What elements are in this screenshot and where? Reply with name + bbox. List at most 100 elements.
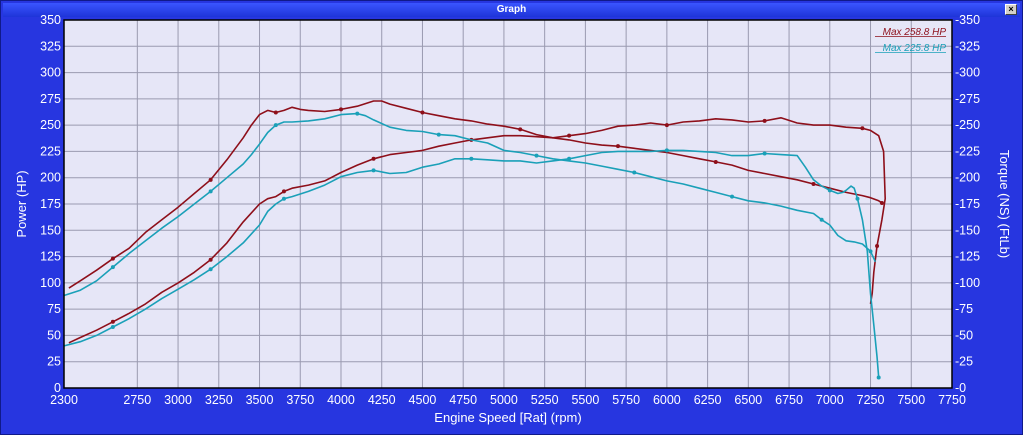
series-marker — [281, 189, 286, 194]
x-tick-labels: 2300 2750 3000 3250 3500 3750 4000 4250 4500 4750… — [50, 393, 966, 407]
series-marker — [110, 256, 115, 261]
series-marker — [110, 319, 115, 324]
y-tick-label-right: -75 — [955, 302, 973, 316]
y-tick-label: 200 — [40, 171, 61, 185]
series-marker — [762, 118, 767, 123]
series-marker — [879, 200, 884, 205]
series-marker — [208, 189, 213, 194]
y-tick-labels-right: -0 -25 -50 -75 -100 -125 -150 -175 -200 -225 -250 -… — [955, 13, 980, 395]
y-tick-label: 75 — [47, 302, 61, 316]
series-line-0 — [68, 100, 883, 289]
series-marker — [868, 249, 873, 254]
series-marker — [281, 196, 286, 201]
series-marker — [664, 123, 669, 128]
y-tick-label-right: -300 — [955, 66, 980, 80]
series-marker — [208, 177, 213, 182]
y-tick-label: 350 — [40, 13, 61, 27]
window-titlebar[interactable]: Graph × — [3, 3, 1020, 17]
series-marker — [875, 244, 880, 249]
y-tick-label-right: -175 — [955, 197, 980, 211]
x-tick-label: 7250 — [857, 393, 885, 407]
series-line-1 — [68, 117, 887, 344]
plot-border — [63, 19, 953, 389]
series-line-2 — [63, 112, 877, 297]
series-marker — [518, 127, 523, 132]
series-marker — [664, 148, 669, 153]
series-marker — [860, 126, 865, 131]
y-tick-label-right: -250 — [955, 118, 980, 132]
x-tick-label: 5500 — [571, 393, 599, 407]
x-tick-label: 4750 — [449, 393, 477, 407]
x-tick-label: 2750 — [123, 393, 151, 407]
x-tick-label: 4000 — [327, 393, 355, 407]
legend-entry-cyan: Max 225.8 HP — [883, 43, 947, 54]
y-tick-label-right: -125 — [955, 250, 980, 264]
series-marker — [534, 153, 539, 158]
series-marker — [371, 156, 376, 161]
series-marker — [855, 196, 860, 201]
y-tick-label-right: -150 — [955, 223, 980, 237]
series-marker — [567, 156, 572, 161]
series-marker — [273, 123, 278, 128]
series-marker — [819, 217, 824, 222]
y-tick-label-right: -100 — [955, 276, 980, 290]
series-marker — [730, 194, 735, 199]
x-tick-label: 7750 — [938, 393, 966, 407]
series-marker — [876, 375, 881, 380]
x-tick-label: 7500 — [897, 393, 925, 407]
x-tick-label: 6500 — [734, 393, 762, 407]
y-axis-title-right: Torque (NS) (FtLb) — [997, 150, 1012, 258]
x-tick-label: 3250 — [205, 393, 233, 407]
series-marker — [632, 170, 637, 175]
y-tick-label-right: -325 — [955, 39, 980, 53]
y-tick-label: 250 — [40, 118, 61, 132]
gridlines — [63, 19, 953, 389]
x-tick-label: 6250 — [694, 393, 722, 407]
y-tick-label-right: -25 — [955, 355, 973, 369]
y-tick-label-right: -50 — [955, 328, 973, 342]
series-marker — [615, 144, 620, 149]
x-tick-label: 5000 — [490, 393, 518, 407]
series-marker — [827, 188, 832, 193]
x-tick-label: 5250 — [531, 393, 559, 407]
series-line-3 — [63, 149, 880, 378]
x-tick-label: 5750 — [612, 393, 640, 407]
window-title: Graph — [496, 4, 527, 15]
y-tick-label: 325 — [40, 39, 61, 53]
y-tick-label: 25 — [47, 355, 61, 369]
close-button[interactable]: × — [1005, 4, 1017, 15]
x-tick-label: 3500 — [246, 393, 274, 407]
series-marker — [208, 267, 213, 272]
y-tick-label: 225 — [40, 144, 61, 158]
y-tick-label: 0 — [54, 381, 61, 395]
y-tick-label: 275 — [40, 92, 61, 106]
series-marker — [436, 132, 441, 137]
series-marker — [355, 111, 360, 116]
x-tick-label: 2300 — [50, 393, 78, 407]
series-marker — [811, 182, 816, 187]
x-tick-label: 3750 — [286, 393, 314, 407]
legend-entry-red: Max 258.8 HP — [883, 27, 947, 38]
series-marker — [762, 151, 767, 156]
series-marker — [713, 159, 718, 164]
series-marker — [469, 156, 474, 161]
y-tick-label: 125 — [40, 250, 61, 264]
series-marker — [208, 257, 213, 262]
series-marker — [273, 110, 278, 115]
y-tick-label: 150 — [40, 223, 61, 237]
series-marker — [110, 325, 115, 330]
x-tick-label: 4250 — [368, 393, 396, 407]
y-tick-label-right: -225 — [955, 144, 980, 158]
y-tick-label-right: -0 — [955, 381, 966, 395]
series-marker — [371, 168, 376, 173]
y-tick-label: 300 — [40, 66, 61, 80]
x-tick-label: 6000 — [653, 393, 681, 407]
x-tick-label: 7000 — [816, 393, 844, 407]
x-tick-label: 6750 — [775, 393, 803, 407]
y-tick-label: 50 — [47, 328, 61, 342]
series-layer — [63, 100, 887, 380]
x-tick-label: 3000 — [164, 393, 192, 407]
y-tick-labels: 0 25 50 75 100 125 150 175 200 225 250 275 300 325 350 — [40, 13, 61, 395]
y-tick-label: 100 — [40, 276, 61, 290]
